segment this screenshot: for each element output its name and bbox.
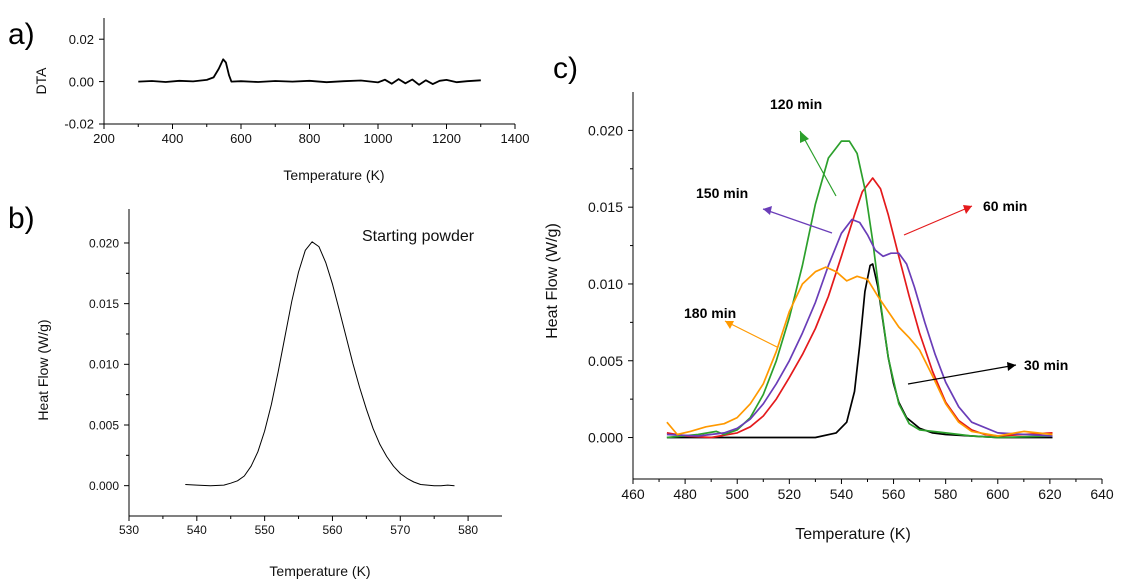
panel-b: b) Temperature (K) Heat Flow (W/g) Start… (8, 202, 502, 579)
panel-c-x-tick-label: 500 (726, 486, 750, 502)
annotation-arrowhead-60min (963, 205, 972, 214)
panel-c-y-tick-label: 0.020 (588, 122, 623, 138)
annotation-arrowhead-180min (725, 321, 734, 329)
panel-a-x-tick-label: 1000 (364, 131, 393, 146)
panel-a-series-line-0 (138, 58, 481, 86)
annotation-120min: 120 min (770, 96, 822, 112)
panel-c-series-line-4 (666, 266, 1053, 437)
panel-c-y-tick-label: 0.005 (588, 353, 623, 369)
panel-a-x-tick-label: 1200 (432, 131, 461, 146)
panel-c-x-tick-label: 560 (882, 486, 906, 502)
panel-c: c) Temperature (K) Heat Flow (W/g) 460 48… (544, 52, 1114, 543)
annotation-arrow-60min (903, 205, 973, 236)
panel-c-series-line-3 (666, 218, 1053, 437)
panel-b-label: b) (8, 202, 35, 235)
annotation-arrowhead-150min (763, 206, 772, 215)
panel-b-x-tick-label: 530 (119, 523, 139, 537)
annotation-30min: 30 min (1024, 357, 1068, 373)
panel-b-y-tick-label: 0.005 (89, 418, 119, 432)
panel-b-series-line-0 (185, 241, 455, 487)
panel-a-x-tick-label: 1400 (501, 131, 530, 146)
annotation-arrow-180min (724, 320, 778, 348)
panel-a-y-tick-label: 0.02 (69, 32, 94, 47)
panel-b-x-tick-label: 570 (390, 523, 410, 537)
panel-c-y-tick-label: 0.010 (588, 276, 623, 292)
panel-c-x-tick-label: 580 (934, 486, 958, 502)
panel-c-x-tick-label: 460 (621, 486, 645, 502)
panel-a-label: a) (8, 18, 35, 51)
panel-c-label: c) (553, 52, 578, 85)
annotation-arrowhead-120min (800, 131, 809, 143)
annotation-arrowhead-30min (1007, 362, 1016, 371)
panel-c-axes: 460 480 500 520 540 560 580 600 620 640 0.000 0.005… (588, 92, 1114, 502)
panel-b-annotation: Starting powder (362, 228, 475, 245)
panel-c-y-tick-label: 0.000 (588, 430, 623, 446)
panel-b-y-tick-label: 0.015 (89, 297, 119, 311)
annotation-180min: 180 min (684, 305, 736, 321)
panel-b-y-tick-label: 0.000 (89, 479, 119, 493)
panel-a-x-tick-label: 400 (162, 131, 184, 146)
panel-a-y-tick-label: -0.02 (64, 117, 94, 132)
panel-b-y-tick-label: 0.020 (89, 236, 119, 250)
panel-c-x-tick-label: 520 (778, 486, 802, 502)
panel-a: a) Temperature (K) DTA 200 400 600 800 1000 1… (8, 18, 529, 183)
panel-b-xlabel: Temperature (K) (269, 563, 370, 579)
panel-a-axes: 200 400 600 800 1000 1200 1400 -0.02 0.00 0.02 (64, 18, 529, 146)
annotation-arrow-30min (907, 364, 1017, 385)
panel-a-xlabel: Temperature (K) (283, 167, 384, 183)
panel-b-x-tick-label: 560 (322, 523, 342, 537)
annotation-arrow-120min (799, 130, 837, 197)
panel-c-x-tick-label: 540 (830, 486, 854, 502)
panel-c-ylabel: Heat Flow (W/g) (544, 223, 561, 339)
panel-c-x-tick-label: 620 (1038, 486, 1062, 502)
annotation-150min: 150 min (696, 185, 748, 201)
panel-b-y-tick-label: 0.010 (89, 358, 119, 372)
panel-a-x-tick-label: 200 (93, 131, 115, 146)
panel-c-x-tick-label: 640 (1090, 486, 1114, 502)
panel-b-axes: 530 540 550 560 570 580 0.000 0.005 0.010 0.015 0.… (89, 209, 502, 537)
panel-b-x-tick-label: 540 (187, 523, 207, 537)
panel-c-series-line-0 (666, 263, 1053, 439)
panel-c-y-tick-label: 0.015 (588, 199, 623, 215)
annotation-60min: 60 min (983, 198, 1027, 214)
panel-b-ylabel: Heat Flow (W/g) (35, 319, 51, 420)
panel-a-x-tick-label: 600 (230, 131, 252, 146)
panel-a-x-tick-label: 800 (299, 131, 321, 146)
panel-b-x-tick-label: 550 (255, 523, 275, 537)
panel-c-xlabel: Temperature (K) (795, 526, 911, 543)
panel-b-x-tick-label: 580 (458, 523, 478, 537)
panel-c-x-tick-label: 600 (986, 486, 1010, 502)
panel-c-annotations: 120 min 150 min 60 min 180 min 30 min (684, 96, 1068, 385)
panel-c-x-tick-label: 480 (673, 486, 697, 502)
panel-a-y-tick-label: 0.00 (69, 74, 94, 89)
annotation-arrow-150min (762, 208, 833, 234)
panel-a-ylabel: DTA (33, 67, 49, 95)
panel-c-series-line-1 (666, 177, 1053, 439)
